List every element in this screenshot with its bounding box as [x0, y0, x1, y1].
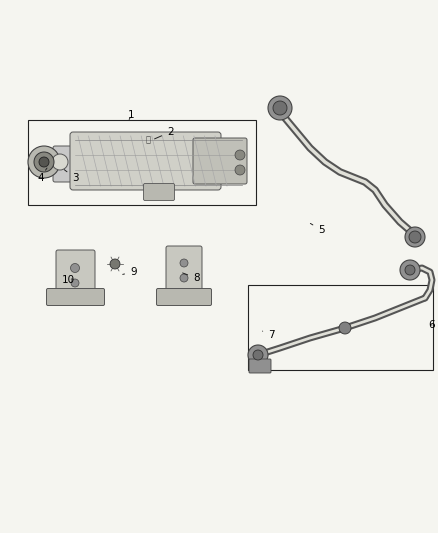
Circle shape: [28, 146, 60, 178]
Circle shape: [400, 260, 420, 280]
FancyBboxPatch shape: [249, 359, 271, 373]
Circle shape: [71, 279, 79, 287]
FancyBboxPatch shape: [144, 183, 174, 200]
Circle shape: [180, 274, 188, 282]
Circle shape: [235, 165, 245, 175]
Circle shape: [405, 265, 415, 275]
Circle shape: [405, 227, 425, 247]
Circle shape: [235, 150, 245, 160]
Bar: [248, 285, 433, 370]
Circle shape: [409, 231, 421, 243]
FancyBboxPatch shape: [53, 146, 75, 182]
Circle shape: [71, 263, 80, 272]
FancyBboxPatch shape: [56, 250, 95, 302]
Text: 6: 6: [428, 320, 434, 330]
Text: 2: 2: [155, 127, 173, 139]
Circle shape: [52, 154, 68, 170]
Text: 8: 8: [183, 273, 200, 283]
Circle shape: [253, 350, 263, 360]
FancyBboxPatch shape: [70, 132, 221, 190]
Circle shape: [268, 96, 292, 120]
Circle shape: [339, 322, 351, 334]
Text: ⛯: ⛯: [145, 135, 151, 144]
Text: 1: 1: [128, 110, 134, 120]
Text: 10: 10: [62, 275, 75, 285]
FancyBboxPatch shape: [166, 246, 202, 302]
Circle shape: [273, 101, 287, 115]
Text: 4: 4: [37, 168, 47, 183]
FancyBboxPatch shape: [156, 288, 212, 305]
Text: 5: 5: [311, 223, 325, 235]
Text: 9: 9: [123, 267, 137, 277]
Circle shape: [39, 157, 49, 167]
Text: 7: 7: [262, 330, 275, 340]
Circle shape: [34, 152, 54, 172]
Circle shape: [248, 345, 268, 365]
Circle shape: [110, 259, 120, 269]
Text: 3: 3: [64, 169, 79, 183]
FancyBboxPatch shape: [46, 288, 105, 305]
FancyBboxPatch shape: [193, 138, 247, 184]
Bar: [28, 120, 256, 205]
Circle shape: [180, 259, 188, 267]
